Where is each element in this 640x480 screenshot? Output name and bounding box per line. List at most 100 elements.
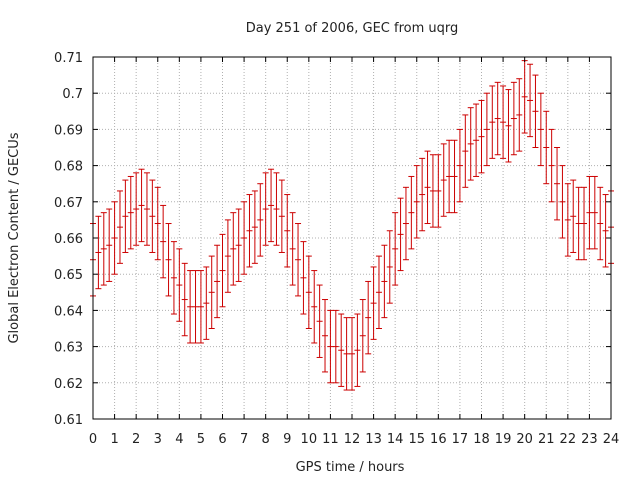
error-bar-point <box>424 150 431 225</box>
error-bar-point <box>429 154 436 228</box>
x-tick-label: 18 <box>473 432 490 447</box>
error-bar-point <box>203 266 210 340</box>
error-bar-point <box>154 186 161 261</box>
error-bar-point <box>554 147 561 221</box>
error-bar-point <box>127 175 134 250</box>
error-bar-point <box>440 143 447 217</box>
x-axis-label: GPS time / hours <box>296 460 405 475</box>
error-bar-point <box>224 219 231 293</box>
error-bar-point <box>116 190 123 264</box>
error-bar-point <box>505 89 512 163</box>
error-bar-point <box>273 172 280 246</box>
error-bar-point <box>446 139 453 214</box>
error-bar-point <box>278 179 285 253</box>
x-tick-label: 20 <box>516 432 533 447</box>
error-bar-point <box>332 309 339 384</box>
error-bar-point <box>230 212 237 286</box>
error-bar-point <box>473 103 480 177</box>
error-bar-point <box>456 128 463 203</box>
error-bar-point <box>564 183 571 257</box>
error-bar-point <box>408 175 415 250</box>
error-bar-point <box>521 60 528 134</box>
x-tick-label: 12 <box>344 432 361 447</box>
x-tick-label: 5 <box>197 432 205 447</box>
error-bar-point <box>386 230 393 304</box>
error-bar-point <box>451 139 458 214</box>
error-bar-point <box>133 172 140 246</box>
error-bar-point <box>397 197 404 272</box>
x-tick-label: 19 <box>495 432 512 447</box>
x-tick-label: 21 <box>538 432 555 447</box>
error-bar-point <box>197 270 204 344</box>
error-bar-point <box>170 241 177 315</box>
error-bar-point <box>402 186 409 261</box>
error-bar-point <box>143 172 150 246</box>
error-bar-point <box>214 244 221 319</box>
y-tick-label: 0.7 <box>62 87 83 102</box>
error-bar-point <box>359 299 366 373</box>
error-bar-point <box>322 299 329 373</box>
error-bar-point <box>591 175 598 250</box>
error-bar-point <box>343 317 350 391</box>
error-bar-point <box>413 165 420 239</box>
error-bar-point <box>419 157 426 232</box>
y-tick-label: 0.69 <box>54 123 83 138</box>
error-bar-point <box>106 208 113 282</box>
error-bar-point <box>548 128 555 203</box>
error-bar-point <box>375 255 382 329</box>
error-bar-point <box>251 190 258 264</box>
error-bar-point <box>392 212 399 286</box>
error-bar-point <box>559 165 566 239</box>
error-bar-point <box>478 99 485 174</box>
error-bar-point <box>138 168 145 243</box>
error-bar-point <box>219 233 226 308</box>
error-bar-point <box>327 309 334 384</box>
x-tick-label: 2 <box>132 432 140 447</box>
error-bar-point <box>208 255 215 329</box>
y-tick-label: 0.62 <box>54 377 83 392</box>
y-tick-label: 0.65 <box>54 268 83 283</box>
error-bar-point <box>581 186 588 261</box>
error-bar-point <box>289 212 296 286</box>
error-bar-point <box>300 241 307 315</box>
y-axis-label: Global Electron Content / GECUs <box>7 132 22 343</box>
x-tick-label: 7 <box>240 432 248 447</box>
error-bar-point <box>537 92 544 167</box>
data-layer <box>90 60 614 391</box>
error-bar-point <box>510 81 517 156</box>
error-bar-point <box>95 215 102 290</box>
error-bar-point <box>262 172 269 246</box>
error-bar-point <box>462 114 469 188</box>
chart-title: Day 251 of 2006, GEC from uqrg <box>246 21 459 36</box>
error-bar-point <box>257 183 264 257</box>
error-bar-point <box>489 85 496 159</box>
x-tick-label: 1 <box>110 432 118 447</box>
y-tick-label: 0.68 <box>54 160 83 175</box>
x-tick-label: 0 <box>89 432 97 447</box>
error-bar-point <box>187 270 194 344</box>
error-bar-point <box>192 270 199 344</box>
error-bar-point <box>586 175 593 250</box>
error-bar-point <box>602 194 609 268</box>
y-tick-label: 0.71 <box>54 51 83 66</box>
error-bar-point <box>494 81 501 156</box>
error-bar-point <box>268 168 275 243</box>
error-bar-point <box>284 194 291 268</box>
error-bar-point <box>149 179 156 253</box>
error-bar-point <box>483 92 490 167</box>
error-bar-point <box>597 186 604 261</box>
error-bar-point <box>295 223 302 297</box>
error-bar-point <box>316 284 323 358</box>
x-tick-label: 23 <box>581 432 598 447</box>
x-tick-label: 13 <box>365 432 382 447</box>
error-bar-point <box>305 255 312 329</box>
x-tick-label: 24 <box>603 432 620 447</box>
error-bar-point <box>311 270 318 344</box>
x-tick-label: 22 <box>560 432 577 447</box>
x-tick-label: 9 <box>283 432 291 447</box>
error-bar-point <box>160 204 167 279</box>
x-tick-label: 3 <box>154 432 162 447</box>
x-tick-label: 17 <box>452 432 469 447</box>
x-tick-label: 8 <box>262 432 270 447</box>
